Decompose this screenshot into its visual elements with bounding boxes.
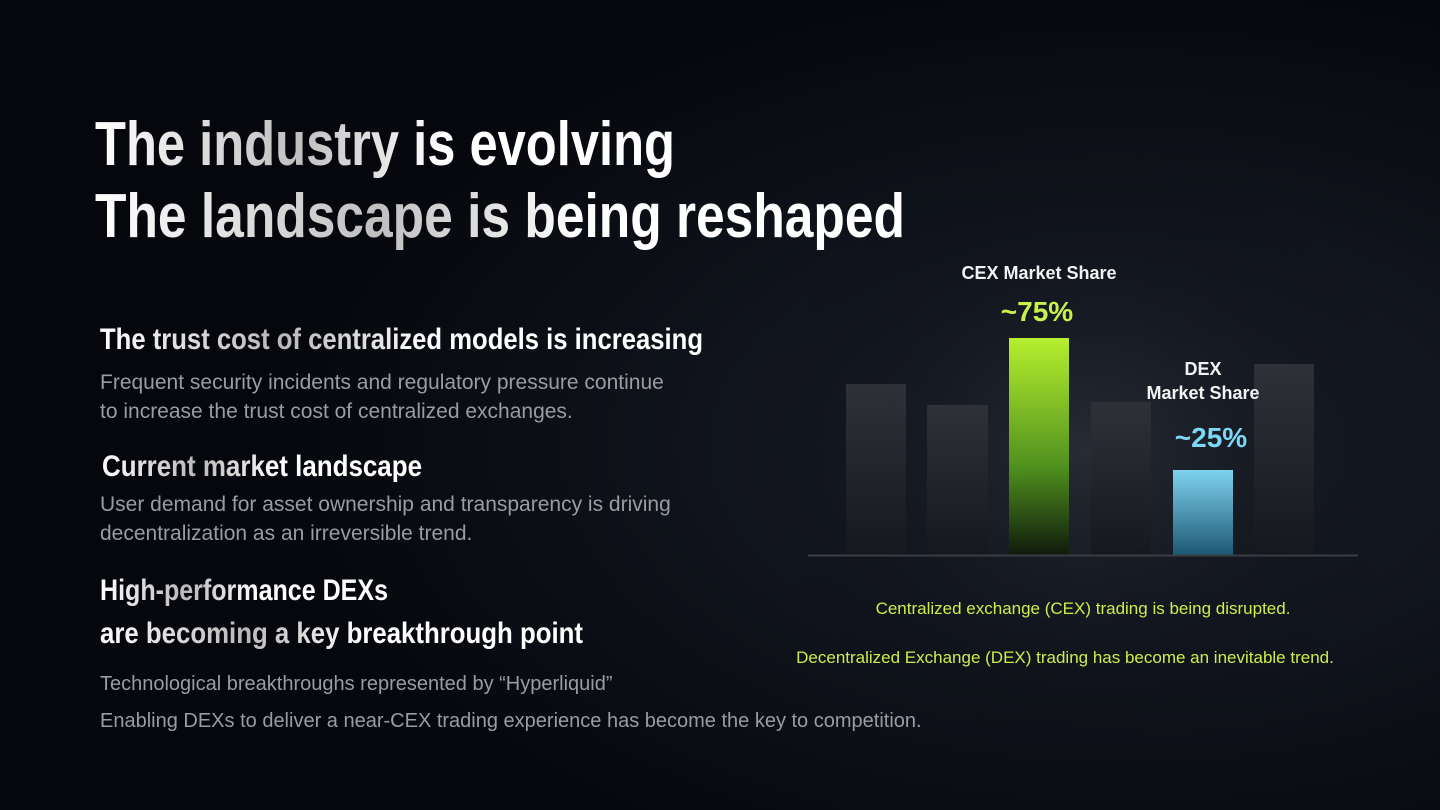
point-heading: Current market landscape xyxy=(102,450,422,483)
cex-label: CEX Market Share xyxy=(961,263,1116,283)
title-line: The landscape is being reshaped xyxy=(95,182,905,251)
dex-bar xyxy=(1173,470,1233,555)
decor-bar xyxy=(1254,364,1314,555)
note: Centralized exchange (CEX) trading is be… xyxy=(876,599,1291,618)
point-heading: The trust cost of centralized models is … xyxy=(100,323,703,356)
market-chart: CEX Market Share ~75% DEX Market Share ~… xyxy=(808,263,1358,557)
cex-bar xyxy=(1009,338,1069,555)
dex-value: ~25% xyxy=(1175,422,1247,453)
point-body: Technological breakthroughs represented … xyxy=(100,673,613,695)
dex-label: Market Share xyxy=(1146,383,1259,403)
decor-bar xyxy=(846,384,906,555)
decor-bar xyxy=(1091,402,1151,555)
point-body: to increase the trust cost of centralize… xyxy=(100,400,573,423)
point-body: Enabling DEXs to deliver a near-CEX trad… xyxy=(100,710,922,732)
point-heading: are becoming a key breakthrough point xyxy=(100,617,583,650)
title-line: The industry is evolving xyxy=(95,110,675,179)
note: Decentralized Exchange (DEX) trading has… xyxy=(796,648,1334,667)
glow xyxy=(755,150,1415,750)
point-heading: High-performance DEXs xyxy=(100,574,388,607)
point-body: User demand for asset ownership and tran… xyxy=(100,493,671,516)
point-body: Frequent security incidents and regulato… xyxy=(100,371,664,394)
decor-bar xyxy=(927,405,988,555)
cex-value: ~75% xyxy=(1001,296,1073,327)
dex-label: DEX xyxy=(1184,359,1221,379)
point-body: decentralization as an irreversible tren… xyxy=(100,522,472,545)
